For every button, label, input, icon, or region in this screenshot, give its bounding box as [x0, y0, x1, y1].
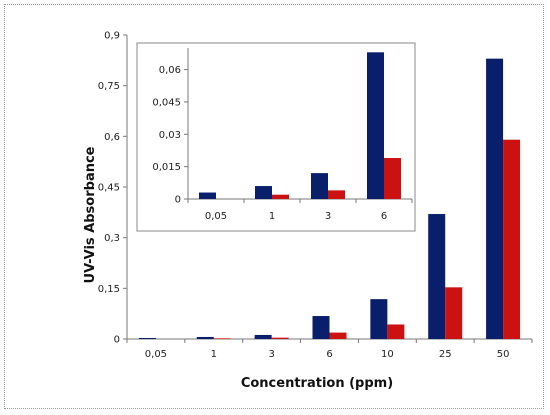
y-axis-label: UV-Vis Absorbance — [83, 146, 98, 283]
bar-series2-6 — [329, 332, 347, 339]
x-axis-label: Concentration (ppm) — [241, 376, 393, 391]
x-tick-label: 25 — [439, 349, 452, 360]
y-tick-label: 0 — [114, 335, 120, 346]
x-tick-label: 0,05 — [145, 349, 167, 360]
x-tick-label: 6 — [326, 349, 332, 360]
x-tick-label: 3 — [325, 211, 331, 222]
bar-series1-6 — [367, 52, 384, 199]
bar-series1-10 — [370, 299, 388, 339]
main-chart: UV-Vis Absorbance Concentration (ppm) 00… — [83, 31, 533, 391]
x-tick-label: 0,05 — [205, 211, 227, 222]
bar-series1-50 — [486, 58, 504, 340]
bar-series2-3 — [271, 337, 289, 339]
x-tick-label: 1 — [211, 349, 217, 360]
y-tick-label: 0,06 — [159, 65, 181, 76]
y-tick-label: 0,45 — [98, 183, 120, 194]
y-tick-label: 0,015 — [152, 162, 181, 173]
bar-series1-6 — [312, 316, 330, 339]
y-tick-label: 0,045 — [152, 97, 181, 108]
bar-series2-3 — [328, 190, 345, 199]
x-tick-label: 3 — [268, 349, 274, 360]
bar-series1-1 — [196, 336, 214, 339]
x-tick-label: 1 — [269, 211, 275, 222]
bar-series2-50 — [503, 139, 521, 339]
bar-series1-3 — [311, 173, 328, 199]
bar-series1-0,05 — [199, 192, 216, 199]
bar-series2-10 — [387, 324, 405, 339]
bar-series1-1 — [255, 186, 272, 199]
bar-series1-0,05 — [138, 337, 156, 339]
x-tick-label: 10 — [381, 349, 394, 360]
bar-series2-25 — [445, 287, 463, 339]
y-tick-label: 0,15 — [98, 284, 120, 295]
x-tick-label: 6 — [381, 211, 387, 222]
bar-series2-1 — [213, 338, 231, 339]
y-tick-label: 0,6 — [104, 132, 120, 143]
inset-chart: 0 0,015 0,03 0,045 0,06 0,05 1 3 6 — [136, 42, 416, 232]
bar-series2-6 — [384, 158, 401, 199]
y-tick-label: 0,03 — [159, 130, 181, 141]
y-tick-label: 0 — [175, 195, 181, 206]
y-tick-label: 0,75 — [98, 81, 120, 92]
bar-series1-3 — [254, 334, 272, 339]
bar-series1-25 — [428, 214, 446, 339]
y-tick-label: 0,9 — [104, 31, 120, 42]
y-tick-label: 0,3 — [104, 233, 120, 244]
bar-series2-1 — [272, 194, 289, 199]
x-tick-label: 50 — [497, 349, 510, 360]
